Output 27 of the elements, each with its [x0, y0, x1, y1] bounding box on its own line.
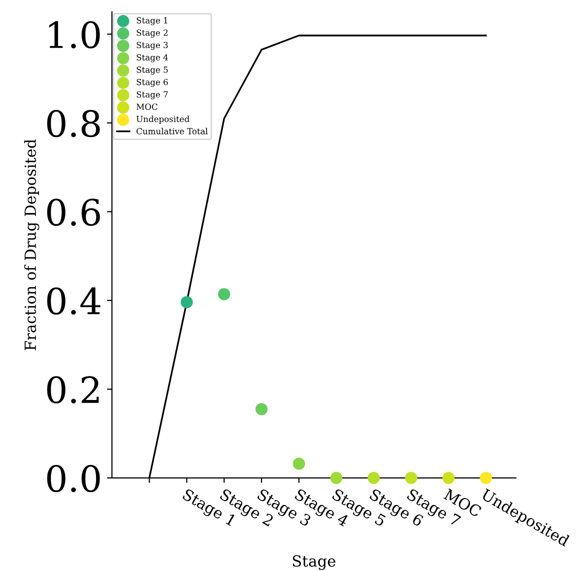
- legend-label: Stage 6: [136, 78, 168, 87]
- legend-label: Stage 3: [136, 42, 168, 50]
- point: [368, 472, 380, 484]
- point: [255, 403, 268, 416]
- y-tick-label: 0.4: [47, 287, 100, 315]
- x-axis-title: Stage: [292, 555, 336, 570]
- legend-label: Stage 2: [136, 29, 168, 38]
- point: [405, 472, 418, 484]
- y-tick-label: 1.0: [49, 21, 100, 48]
- legend-label: MOC: [136, 104, 158, 110]
- point: [480, 472, 492, 484]
- point: [330, 472, 342, 484]
- y-tick-label: 0.0: [47, 464, 100, 492]
- y-tick-label: 0.2: [47, 376, 99, 404]
- point: [442, 472, 455, 484]
- legend-label: Stage 1: [136, 17, 168, 26]
- legend-label: Stage 5: [136, 66, 168, 75]
- y-tick-label: 0.6: [47, 198, 100, 226]
- legend-label: Cumulative Total: [136, 128, 208, 134]
- point: [180, 296, 193, 308]
- y-axis-title: Fraction of Drug Deposited: [24, 139, 40, 350]
- point: [292, 458, 306, 470]
- legend-label: Stage 4: [136, 54, 168, 62]
- legend-label: Stage 7: [136, 91, 168, 100]
- legend-label: Undeposited: [136, 116, 190, 124]
- point: [218, 288, 230, 300]
- y-tick-label: 0.8: [47, 110, 100, 138]
